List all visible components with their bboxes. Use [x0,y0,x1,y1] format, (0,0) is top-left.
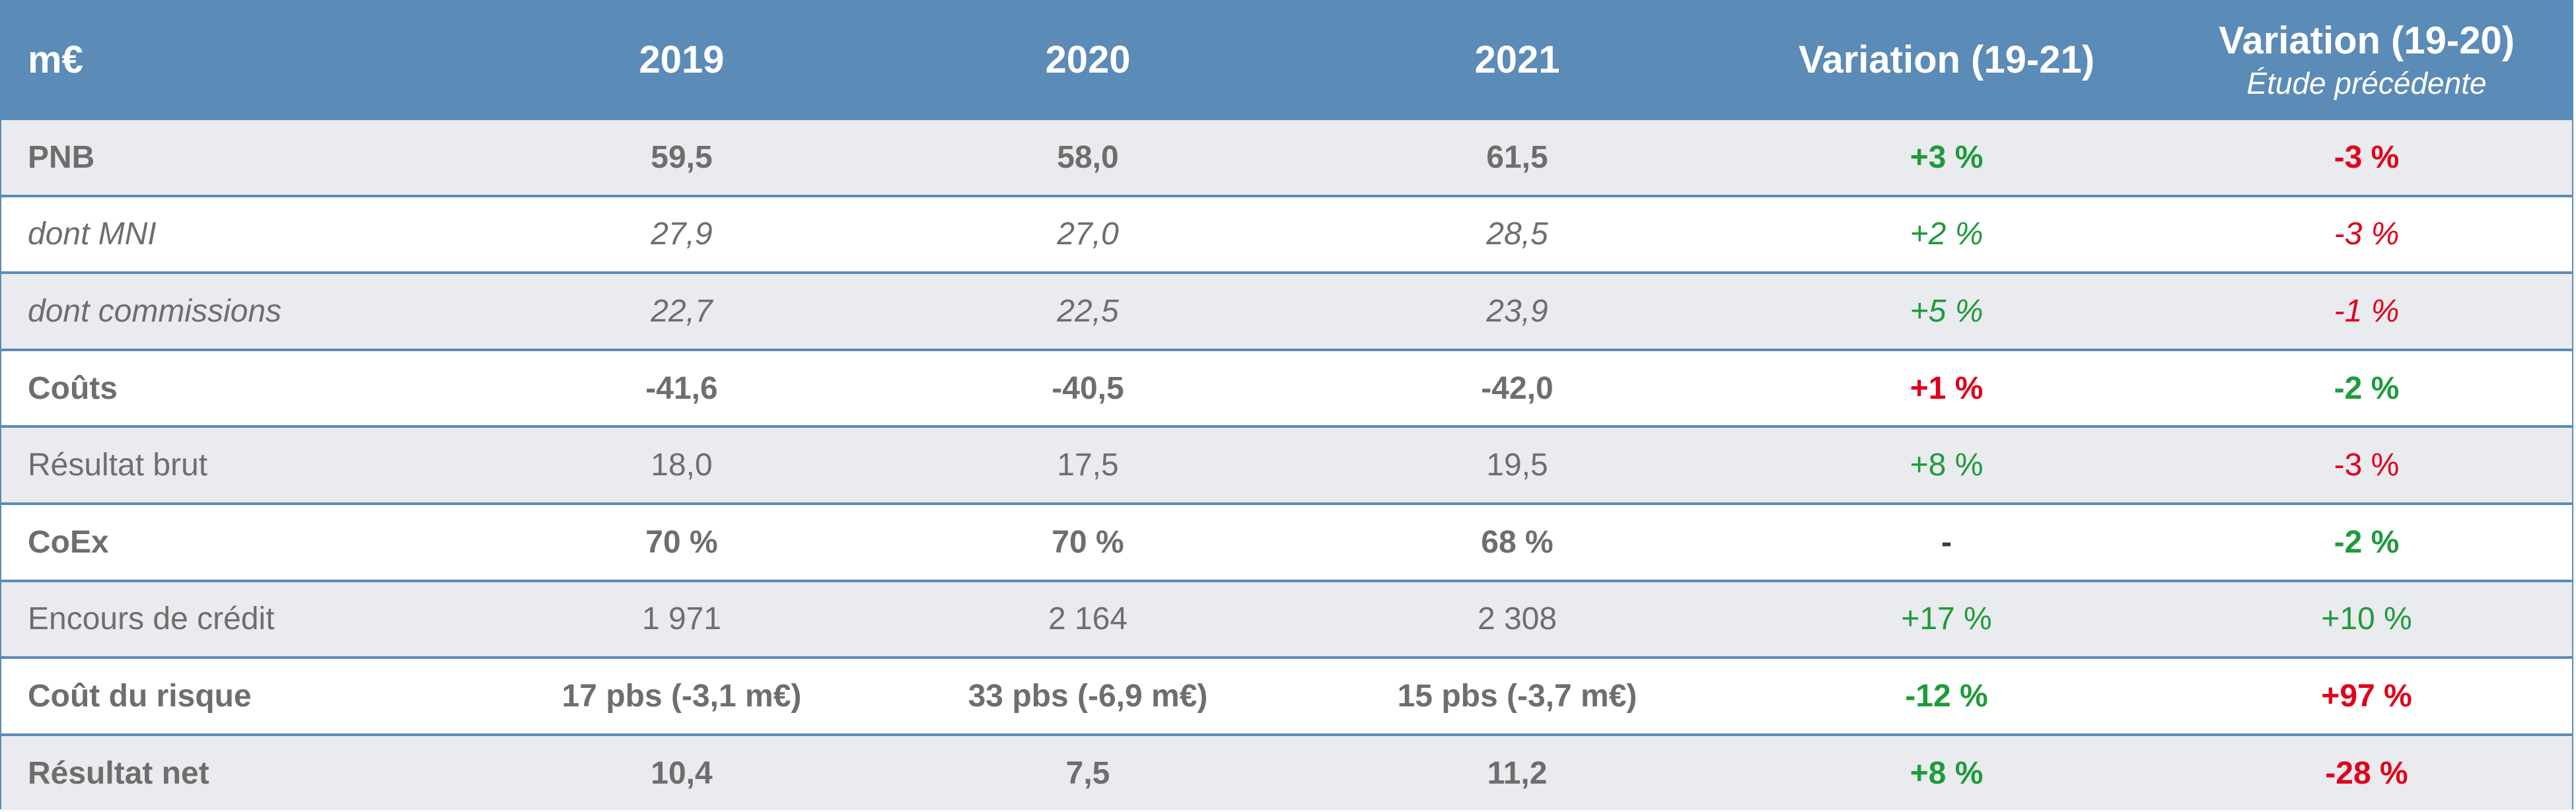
table-cell: +17 % [1732,579,2161,657]
table-cell: +3 % [1732,118,2161,195]
header-subtitle: Étude précédente [2246,65,2487,100]
table-cell: -3 % [2161,194,2572,272]
table-cell: 22,5 [873,271,1303,349]
table-cell: +10 % [2161,579,2572,657]
table-cell: 28,5 [1303,194,1732,272]
header-cell-2: 2020 [873,1,1303,118]
table-cell: 17,5 [873,425,1303,502]
table-cell: -42,0 [1303,348,1732,426]
table-cell: +5 % [1732,271,2161,349]
table-cell: - [1732,502,2161,580]
table-cell: -2 % [2161,502,2572,580]
table-cell: 18,0 [490,425,873,502]
table-cell: 58,0 [873,118,1303,195]
table-cell: -2 % [2161,348,2572,426]
table-cell: +1 % [1732,348,2161,426]
header-cell-1: 2019 [490,1,873,118]
header-cell-3: 2021 [1303,1,1732,118]
row-label: Encours de crédit [1,579,490,657]
table-cell: 10,4 [490,733,873,811]
table-cell: 7,5 [873,733,1303,811]
table-cell: +8 % [1732,733,2161,811]
row-label: Résultat brut [1,425,490,502]
table-cell: 19,5 [1303,425,1732,502]
table-cell: -1 % [2161,271,2572,349]
header-cell-4: Variation (19-21) [1732,1,2161,118]
table-cell: 70 % [873,502,1303,580]
table-cell: -3 % [2161,118,2572,195]
table-cell: +97 % [2161,656,2572,733]
row-label: CoEx [1,502,490,580]
header-title: Variation (19-20) [2218,18,2515,62]
table-cell: -40,5 [873,348,1303,426]
table-cell: +8 % [1732,425,2161,502]
table-cell: 59,5 [490,118,873,195]
table-cell: 15 pbs (-3,7 m€) [1303,656,1732,733]
header-cell-5: Variation (19-20) Étude précédente [2161,1,2572,118]
row-label: Coûts [1,348,490,426]
table-cell: 23,9 [1303,271,1732,349]
row-label: Coût du risque [1,656,490,733]
table-cell: 1 971 [490,579,873,657]
table-cell: 22,7 [490,271,873,349]
table-cell: -12 % [1732,656,2161,733]
header-cell-0: m€ [1,1,490,118]
table-cell: 17 pbs (-3,1 m€) [490,656,873,733]
table-cell: -28 % [2161,733,2572,811]
row-label: dont MNI [1,194,490,272]
row-label: PNB [1,118,490,195]
table-cell: -41,6 [490,348,873,426]
table-cell: 2 164 [873,579,1303,657]
row-label: dont commissions [1,271,490,349]
table-cell: 2 308 [1303,579,1732,657]
table-cell: 68 % [1303,502,1732,580]
table-cell: 11,2 [1303,733,1732,811]
row-label: Résultat net [1,733,490,811]
table-cell: -3 % [2161,425,2572,502]
table-cell: 33 pbs (-6,9 m€) [873,656,1303,733]
table-cell: +2 % [1732,194,2161,272]
table-cell: 27,9 [490,194,873,272]
table-cell: 70 % [490,502,873,580]
table-cell: 61,5 [1303,118,1732,195]
table-cell: 27,0 [873,194,1303,272]
